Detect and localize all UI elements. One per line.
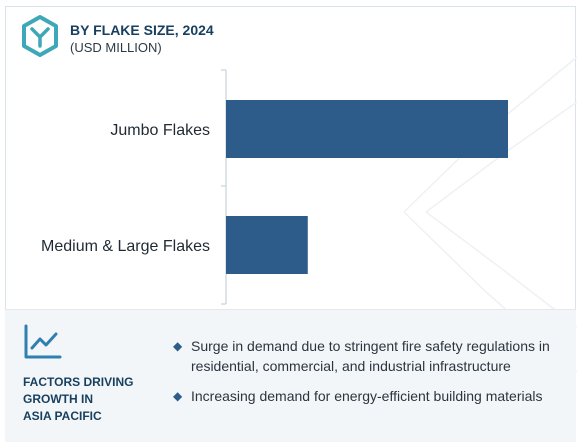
category-label: Medium & Large Flakes	[41, 238, 210, 255]
factors-list: ◆ Surge in demand due to stringent fire …	[173, 336, 565, 416]
factors-panel: FACTORS DRIVING GROWTH IN ASIA PACIFIC ◆…	[5, 309, 576, 442]
diamond-bullet-icon: ◆	[173, 339, 183, 353]
bar-jumbo-flakes	[226, 100, 508, 158]
chart-subtitle: (USD MILLION)	[70, 40, 162, 55]
chart-title: BY FLAKE SIZE, 2024	[70, 22, 214, 38]
bar-medium-large-flakes	[226, 216, 308, 274]
list-item: ◆ Surge in demand due to stringent fire …	[173, 336, 565, 376]
list-item: ◆ Increasing demand for energy-efficient…	[173, 386, 565, 406]
factors-title-line: GROWTH IN	[23, 392, 93, 406]
diamond-bullet-icon: ◆	[173, 389, 183, 403]
hexagon-y-logo-icon	[22, 15, 58, 57]
factor-text: Increasing demand for energy-efficient b…	[191, 388, 543, 404]
bar-chart: Jumbo Flakes Medium & Large Flakes	[41, 69, 508, 305]
factors-title: FACTORS DRIVING GROWTH IN ASIA PACIFIC	[23, 374, 163, 425]
category-label: Jumbo Flakes	[110, 122, 210, 139]
line-chart-icon	[24, 324, 62, 359]
factor-text: Surge in demand due to stringent fire sa…	[191, 338, 550, 374]
factors-title-line: FACTORS DRIVING	[23, 375, 134, 389]
factors-title-line: ASIA PACIFIC	[23, 409, 102, 423]
